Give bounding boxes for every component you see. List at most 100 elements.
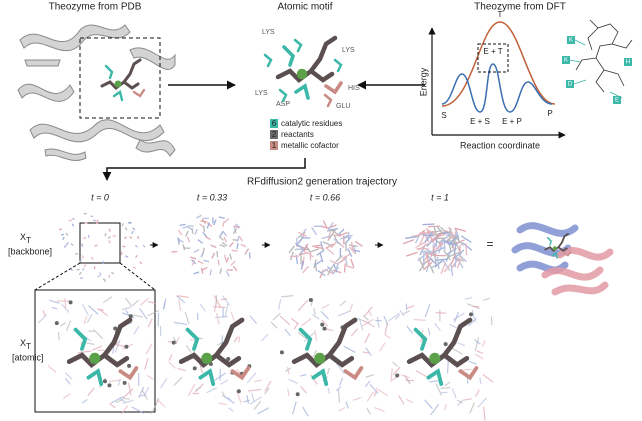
backbone-fragment <box>454 236 464 247</box>
atomic-fragment <box>482 374 494 383</box>
atomic-fragment <box>405 398 414 404</box>
backbone-fragment <box>433 242 444 252</box>
atomic-fragment <box>247 388 262 392</box>
atomic-fragment <box>358 318 364 331</box>
residue <box>323 93 333 108</box>
atomic-fragment <box>457 400 463 406</box>
row-label: [atomic] <box>12 352 44 362</box>
backbone-fragment <box>427 255 437 265</box>
backbone-fragment <box>203 225 206 232</box>
atomic-fragment <box>379 342 386 352</box>
backbone-fragment <box>319 253 324 263</box>
atomic-fragment <box>249 396 262 405</box>
atomic-fragment <box>42 309 46 317</box>
residue <box>112 90 124 102</box>
atomic-fragment <box>117 379 121 387</box>
residue <box>198 368 216 386</box>
atomic-fragment <box>398 395 405 405</box>
backbone-fragment <box>217 259 220 266</box>
row-symbol: X <box>20 232 26 242</box>
atomic-fragment <box>122 397 130 400</box>
atomic-fragment <box>362 315 369 321</box>
row-subscript: T <box>26 236 31 245</box>
backbone-fragment <box>438 235 450 243</box>
residue-label: ASP <box>276 101 290 108</box>
backbone-fragment <box>433 225 438 238</box>
atomic-fragment <box>373 390 378 397</box>
atomic-fragment <box>48 299 60 304</box>
backbone-fragment <box>312 244 322 247</box>
atomic-fragment <box>220 298 228 301</box>
backbone-fragment <box>185 230 189 237</box>
reactant <box>308 68 335 83</box>
atomic-fragment <box>131 314 143 318</box>
residue-badge <box>624 58 632 66</box>
atomic-fragment <box>313 308 316 315</box>
atomic-fragment <box>155 397 160 406</box>
atomic-fragment <box>338 406 346 412</box>
atomic-fragment <box>464 296 473 300</box>
residue <box>426 368 444 386</box>
atomic-fragment <box>225 397 235 404</box>
atomic-fragment <box>384 334 392 339</box>
atomic-fragment <box>121 312 135 319</box>
backbone-fragment <box>453 242 457 255</box>
atom <box>128 314 133 319</box>
backbone-fragment <box>350 241 354 251</box>
residue <box>413 327 428 351</box>
residue-badge <box>562 56 570 64</box>
state-label: E + T <box>483 47 502 56</box>
atomic-fragment <box>264 387 270 395</box>
backbone-fragment <box>182 225 189 229</box>
backbone-fragment <box>329 227 339 231</box>
atomic-fragment <box>87 387 95 396</box>
backbone-fragment <box>111 271 115 275</box>
backbone-fragment <box>134 244 139 248</box>
backbone-fragment <box>222 230 227 237</box>
backbone-fragment <box>343 263 347 273</box>
atomic-fragment <box>475 389 480 397</box>
legend-swatch <box>270 141 278 150</box>
atomic-fragment <box>230 311 235 322</box>
atomic-fragment <box>246 372 257 384</box>
backbone-fragment <box>81 255 85 259</box>
legend-count: 1 <box>272 141 277 150</box>
backbone-fragment <box>333 238 342 246</box>
backbone-fragment <box>314 246 324 250</box>
backbone-fragment <box>205 235 211 241</box>
residue <box>104 64 114 80</box>
step-label: t = 0.33 <box>197 192 227 202</box>
atomic-fragment <box>364 332 371 344</box>
atom <box>192 366 197 371</box>
atom <box>395 373 400 378</box>
helix <box>541 266 604 281</box>
atomic-fragment <box>139 307 148 320</box>
atomic-fragment <box>145 343 153 355</box>
atomic-fragment <box>384 322 388 335</box>
backbone-fragment <box>450 263 454 276</box>
atomic-fragment <box>59 321 67 327</box>
residue <box>73 327 88 351</box>
atomic-fragment <box>291 401 297 415</box>
backbone-fragment <box>418 261 427 272</box>
backbone-fragment <box>219 244 226 248</box>
atomic-fragment <box>122 399 134 405</box>
residue <box>86 368 104 386</box>
backbone-fragment <box>417 252 428 262</box>
atomic-fragment <box>173 376 183 386</box>
atomic-fragment <box>253 400 262 410</box>
backbone-fragment <box>129 236 133 239</box>
backbone-fragment <box>423 261 433 271</box>
equals-sign: = <box>486 237 493 251</box>
atomic-fragment <box>406 325 414 334</box>
atomic-fragment <box>456 399 463 404</box>
backbone-fragment <box>139 261 143 265</box>
backbone-fragment <box>414 229 426 239</box>
metal <box>114 80 122 88</box>
backbone-fragment <box>294 242 304 249</box>
backbone-fragment <box>341 253 351 260</box>
atomic-fragment <box>138 394 147 397</box>
backbone-fragment <box>90 215 94 218</box>
backbone-fragment <box>326 247 335 255</box>
backbone-fragment <box>225 270 230 277</box>
